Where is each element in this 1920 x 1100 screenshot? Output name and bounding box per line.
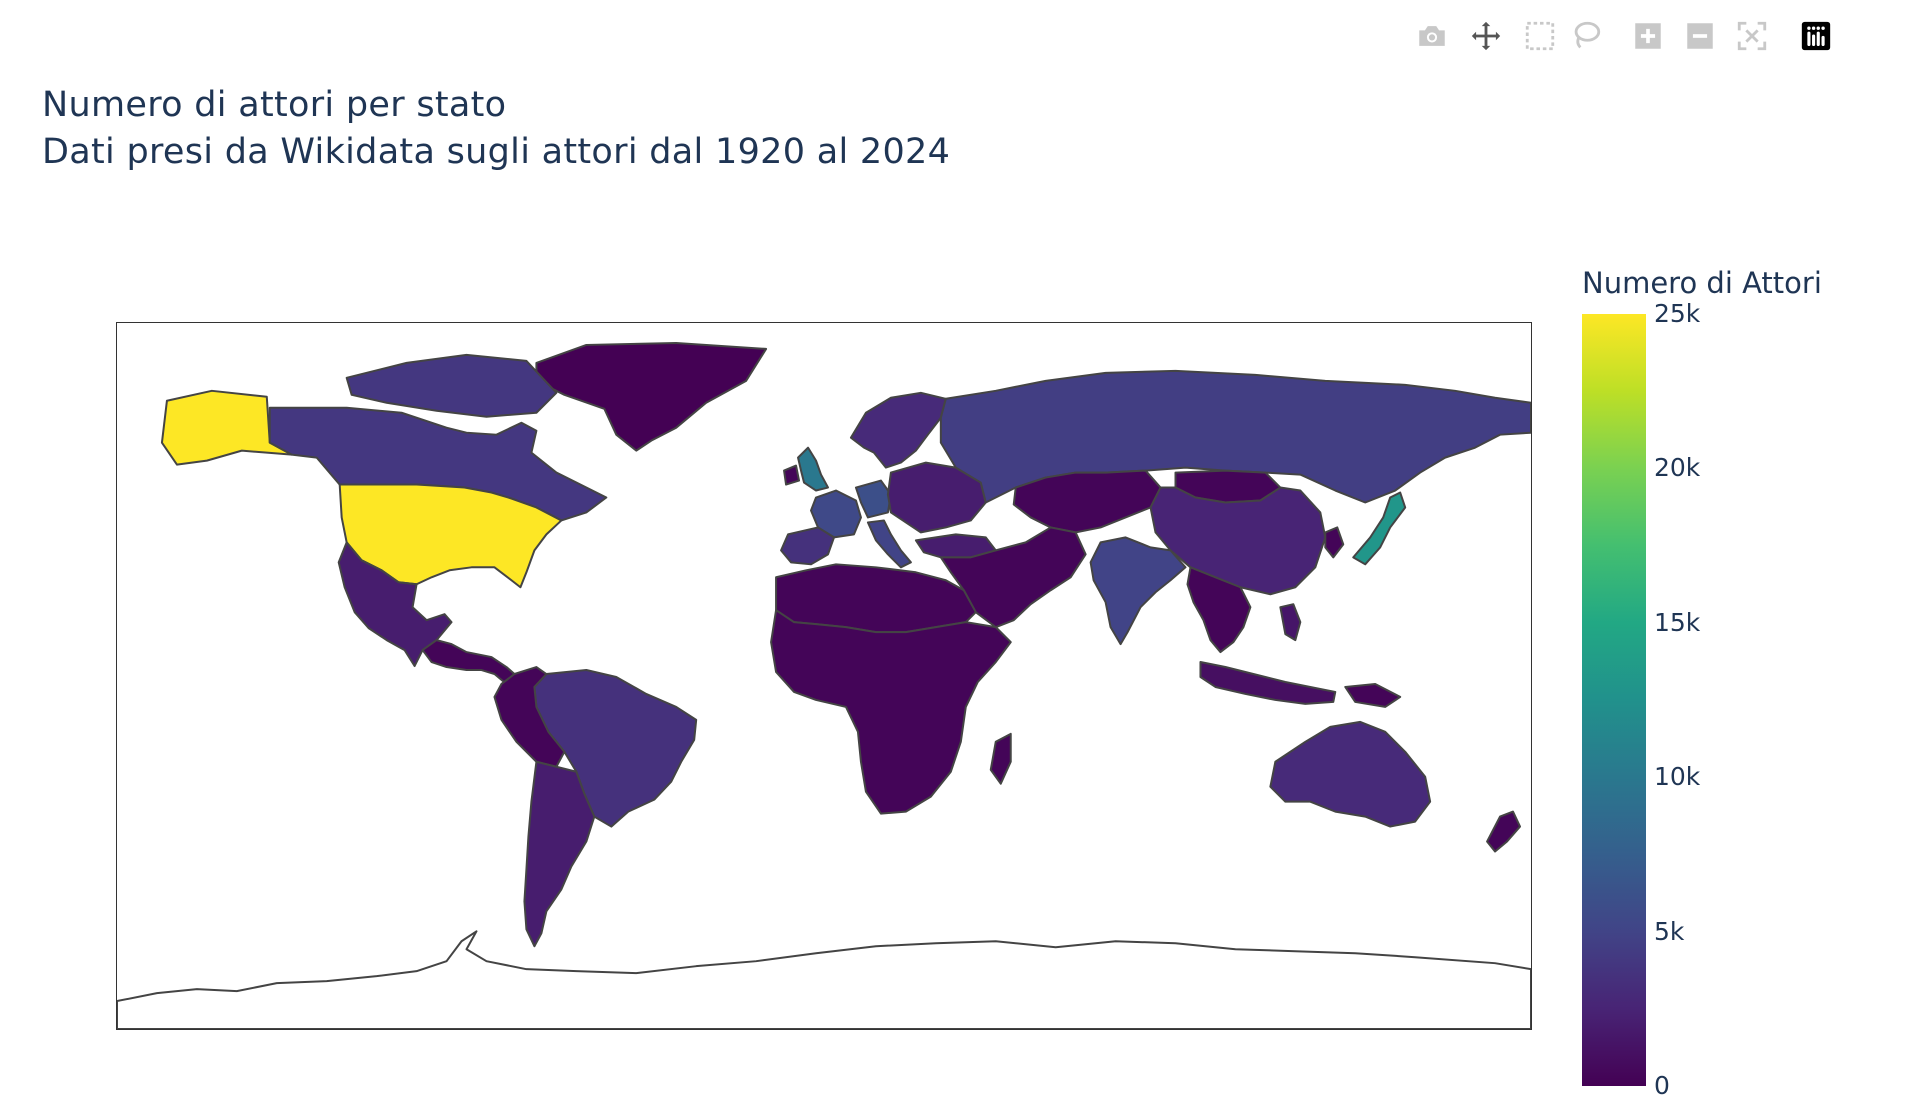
region-korea[interactable] <box>1324 526 1345 559</box>
region-italy[interactable] <box>866 519 912 569</box>
colorbar-tick: 20k <box>1654 453 1701 483</box>
region-ireland[interactable] <box>783 464 801 486</box>
region-central-america[interactable] <box>421 639 516 685</box>
camera-icon[interactable] <box>1412 16 1452 56</box>
region-south-east-asia[interactable] <box>1186 566 1252 654</box>
colorbar-tick: 5k <box>1654 916 1685 946</box>
modebar <box>1412 16 1836 56</box>
region-china[interactable] <box>1149 486 1327 596</box>
region-australia[interactable] <box>1269 720 1432 828</box>
region-greenland[interactable] <box>535 341 768 452</box>
region-france[interactable] <box>810 489 862 539</box>
chart-title-line: Numero di attori per stato <box>42 85 507 125</box>
region-south-america-north[interactable] <box>493 666 566 768</box>
world-map[interactable] <box>117 323 1531 1029</box>
region-scandinavia[interactable] <box>849 391 947 469</box>
region-germany[interactable] <box>854 479 892 519</box>
colorbar-tick: 10k <box>1654 762 1701 792</box>
region-madagascar[interactable] <box>989 732 1012 785</box>
region-philippines[interactable] <box>1279 603 1302 642</box>
region-antarctica[interactable] <box>117 930 1531 1029</box>
map-frame[interactable] <box>116 322 1532 1030</box>
region-central-asia[interactable] <box>1012 469 1162 534</box>
region-japan[interactable] <box>1352 491 1407 566</box>
colorbar-title: Numero di Attori <box>1582 266 1822 300</box>
colorbar-tick: 25k <box>1654 299 1701 328</box>
zoom-in-icon[interactable] <box>1628 16 1668 56</box>
region-north-africa[interactable] <box>775 563 977 634</box>
reset-view-icon[interactable] <box>1732 16 1772 56</box>
pan-icon[interactable] <box>1466 16 1506 56</box>
chart-subtitle: Dati presi da Wikidata sugli attori dal … <box>42 132 951 172</box>
region-uk[interactable] <box>797 446 829 492</box>
region-papua[interactable] <box>1344 682 1402 708</box>
region-argentina[interactable] <box>523 760 596 948</box>
region-russia[interactable] <box>939 369 1531 504</box>
region-new-zealand[interactable] <box>1486 810 1522 853</box>
zoom-out-icon[interactable] <box>1680 16 1720 56</box>
box-select-icon[interactable] <box>1520 16 1560 56</box>
colorbar-tick: 15k <box>1654 607 1701 637</box>
region-canada-islands[interactable] <box>345 353 558 418</box>
chart-title: Numero di attori per stato Dati presi da… <box>42 82 950 176</box>
region-india[interactable] <box>1089 536 1187 646</box>
region-alaska[interactable] <box>160 389 293 466</box>
colorbar-tick: 0 <box>1654 1071 1670 1100</box>
plotly-logo-icon[interactable] <box>1796 16 1836 56</box>
region-indonesia[interactable] <box>1199 661 1337 705</box>
region-africa[interactable] <box>770 609 1012 815</box>
lasso-select-icon[interactable] <box>1566 16 1606 56</box>
region-eastern-europe[interactable] <box>886 461 987 534</box>
colorbar <box>1582 314 1646 1086</box>
region-spain[interactable] <box>780 526 835 566</box>
